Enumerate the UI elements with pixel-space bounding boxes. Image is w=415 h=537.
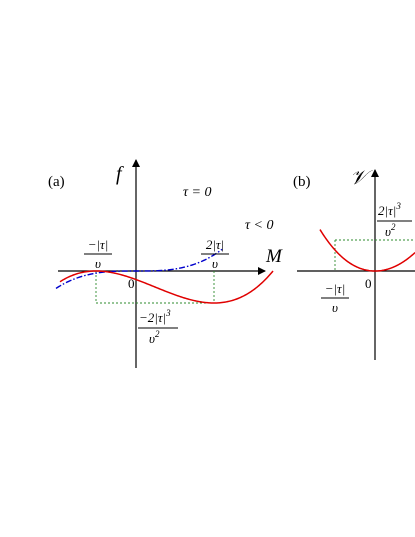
- panel-b-origin-label: 0: [365, 276, 372, 291]
- panel-a-curve-tau-zero-label: τ = 0: [183, 185, 211, 200]
- panel-a-guides: [95, 271, 215, 304]
- panel-b-level-value-label: 2|τ|3 υ2: [377, 201, 412, 239]
- panel-b-level-value-denominator: υ2: [385, 222, 396, 239]
- panel-b-level-den-text: υ: [385, 224, 391, 239]
- panel-a-left-tick-denominator: υ: [95, 256, 101, 271]
- panel-a-curve-tau-neg-label: τ < 0: [245, 218, 273, 233]
- panel-a-origin-label: 0: [128, 276, 135, 291]
- panel-a-min-num-sup: 3: [165, 308, 171, 318]
- panel-a-curve-tau-negative: [59, 270, 274, 304]
- panel-b-level-num-text: 2|τ|: [378, 203, 396, 218]
- panel-b-left-tick-label: −|τ| υ: [321, 281, 349, 315]
- panel-a-label: (a): [48, 174, 65, 190]
- panel-a: (a) f M 0 τ = 0 τ < 0 −|τ| υ 2|τ| υ: [48, 159, 283, 368]
- panel-b-level-den-sup: 2: [391, 222, 396, 232]
- panel-a-min-value-denominator: υ2: [149, 329, 160, 346]
- panel-a-right-tick-denominator: υ: [212, 256, 218, 271]
- panel-a-min-den-sup: 2: [155, 329, 160, 339]
- panel-a-x-axis-label: M: [265, 246, 283, 267]
- panel-a-y-axis-label: f: [116, 163, 124, 185]
- panel-b-y-axis-label: 𝒱: [350, 167, 373, 189]
- panel-b-guides: [334, 239, 415, 271]
- panel-a-right-tick-numerator: 2|τ|: [206, 237, 224, 252]
- panel-a-left-tick-numerator: −|τ|: [88, 237, 109, 252]
- panel-a-min-den-text: υ: [149, 331, 155, 346]
- panel-b-level-value-numerator: 2|τ|3: [378, 201, 401, 218]
- panel-b-left-tick-denominator: υ: [332, 300, 338, 315]
- panel-b-curve: [319, 229, 415, 272]
- panel-a-min-value-label: −2|τ|3 υ2: [138, 308, 178, 346]
- panel-b-level-num-sup: 3: [395, 201, 401, 211]
- panel-a-right-tick-label: 2|τ| υ: [201, 237, 229, 271]
- panel-b-left-tick-numerator: −|τ|: [325, 281, 346, 296]
- panel-a-left-tick-label: −|τ| υ: [84, 237, 112, 271]
- panel-b-label: (b): [293, 174, 311, 190]
- panel-a-min-value-numerator: −2|τ|3: [139, 308, 171, 325]
- panel-a-min-num-text: −2|τ|: [139, 310, 166, 325]
- panel-a-curve-tau-zero: [55, 248, 223, 289]
- panel-b: (b) 𝒱 0 −|τ| υ 2|τ|3 υ2: [293, 167, 415, 360]
